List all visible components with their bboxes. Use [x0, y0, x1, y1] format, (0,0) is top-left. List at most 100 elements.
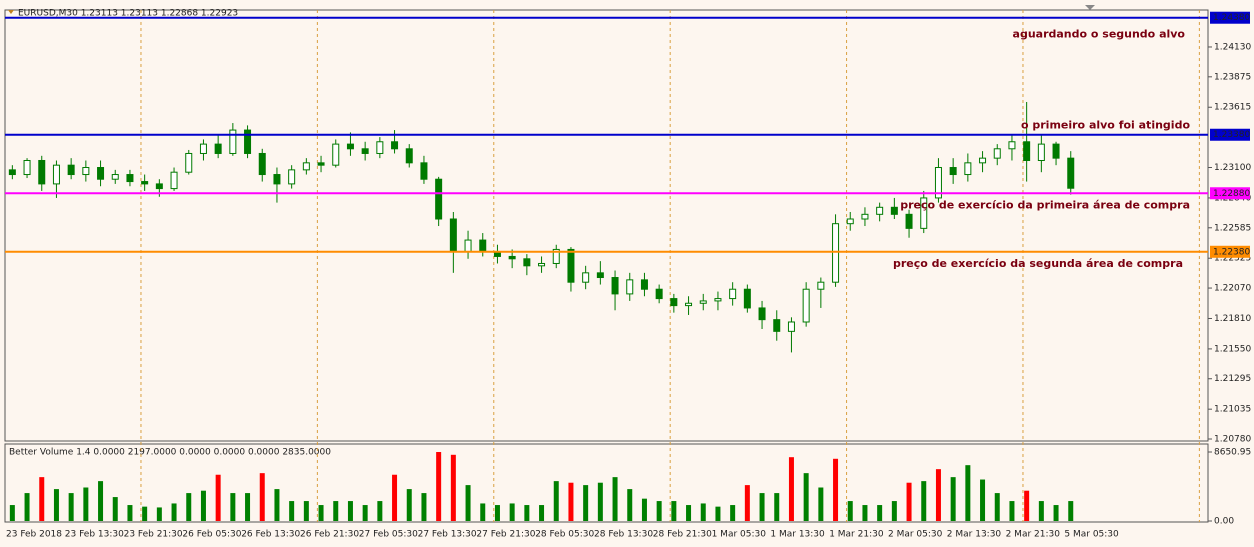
volume-bar	[83, 487, 89, 521]
volume-bar	[730, 505, 736, 521]
y-tick-label: 1.21035	[1214, 405, 1251, 415]
panel-arrow	[8, 10, 14, 14]
volume-bar	[862, 505, 868, 521]
volume-bar	[465, 485, 471, 521]
y-tick-label: 1.23875	[1214, 72, 1251, 82]
y-tick-label: 1.24130	[1214, 42, 1251, 52]
candle-body	[8, 169, 16, 176]
volume-bar	[186, 493, 192, 521]
y-tick-label: 1.22585	[1214, 223, 1251, 233]
volume-bar	[891, 501, 897, 521]
candle-body	[626, 279, 634, 295]
y-tick-label: 0.00	[1214, 517, 1234, 527]
y-tick-label: 1.22325	[1214, 254, 1251, 264]
volume-bar	[142, 506, 148, 521]
volume-bar	[656, 501, 662, 521]
y-tick-label: 8650.95	[1214, 448, 1251, 458]
x-tick-label: 2 Mar 05:30	[888, 530, 943, 540]
x-tick-label: 1 Mar 05:30	[712, 530, 767, 540]
candle-body	[23, 159, 31, 176]
level-label-box	[1210, 11, 1250, 24]
volume-bar	[980, 479, 986, 521]
candle-body	[449, 218, 457, 253]
candle-body	[302, 162, 310, 171]
shift-marker	[1085, 5, 1095, 10]
candle-body	[52, 164, 60, 185]
level-label: 1.22880	[1213, 189, 1250, 199]
candle-body	[464, 239, 472, 253]
level-label-box	[1210, 128, 1250, 141]
volume-bar	[39, 477, 45, 521]
candle-body	[376, 141, 384, 154]
candle-body	[420, 162, 428, 180]
volume-bar	[406, 489, 412, 521]
candle-body	[258, 152, 266, 176]
candle-body	[214, 143, 222, 154]
volume-bar	[818, 487, 824, 521]
volume-bar	[230, 493, 236, 521]
volume-bar	[450, 454, 456, 521]
x-tick-label: 1 Mar 21:30	[829, 530, 884, 540]
candle-body	[1052, 143, 1060, 159]
candle-body	[876, 206, 884, 215]
candle-body	[758, 307, 766, 321]
candle-body	[1037, 143, 1045, 161]
volume-bar	[774, 493, 780, 521]
candle-body	[185, 152, 193, 173]
candle-body	[199, 143, 207, 154]
level-note: preço de exercício da segunda área de co…	[893, 257, 1183, 270]
candle-body	[38, 159, 46, 185]
volume-bar	[1024, 490, 1030, 521]
candle-body	[787, 321, 795, 332]
volume-bar	[68, 493, 74, 521]
candle-body	[640, 279, 648, 290]
level-label: 1.23380	[1213, 130, 1250, 140]
volume-bar	[627, 489, 633, 521]
volume-bar	[112, 497, 118, 521]
x-tick-label: 28 Feb 13:30	[594, 530, 653, 540]
volume-bar	[347, 501, 353, 521]
level-label-box	[1210, 187, 1250, 200]
volume-bar	[377, 501, 383, 521]
candle-body	[67, 164, 75, 176]
volume-bar	[965, 465, 971, 521]
candle-body	[155, 183, 163, 190]
volume-bar	[318, 505, 324, 521]
volume-bar	[553, 481, 559, 521]
volume-bar	[1009, 501, 1015, 521]
candle-body	[934, 167, 942, 199]
candle-body	[714, 298, 722, 302]
x-tick-label: 1 Mar 13:30	[770, 530, 825, 540]
candle-body	[346, 143, 354, 150]
volume-bar	[803, 473, 809, 521]
volume-bar	[156, 507, 162, 521]
volume-bar	[421, 493, 427, 521]
volume-bar	[568, 482, 574, 521]
candle-body	[391, 141, 399, 150]
candle-body	[773, 319, 781, 332]
volume-bar	[715, 506, 721, 521]
y-tick-label: 1.22070	[1214, 284, 1251, 294]
volume-bar	[200, 490, 206, 521]
volume-bar	[53, 489, 59, 521]
x-tick-label: 26 Feb 05:30	[182, 530, 241, 540]
x-tick-label: 23 Feb 13:30	[65, 530, 124, 540]
candle-body	[670, 298, 678, 307]
candle-body	[523, 258, 531, 267]
volume-bar	[847, 501, 853, 521]
volume-bar	[744, 485, 750, 521]
candle-body	[1023, 141, 1031, 161]
candle-body	[229, 129, 237, 154]
volume-bar	[509, 503, 515, 521]
candle-body	[479, 239, 487, 253]
level-note: preço de exercício da primeira área de c…	[900, 198, 1190, 211]
candle-body	[1067, 157, 1075, 189]
volume-bar	[994, 493, 1000, 521]
volume-bar	[127, 505, 133, 521]
volume-bar	[759, 493, 765, 521]
candle-body	[435, 178, 443, 220]
volume-bar	[303, 501, 309, 521]
x-tick-label: 27 Feb 21:30	[476, 530, 535, 540]
volume-bar	[906, 482, 912, 521]
candle-body	[567, 248, 575, 283]
